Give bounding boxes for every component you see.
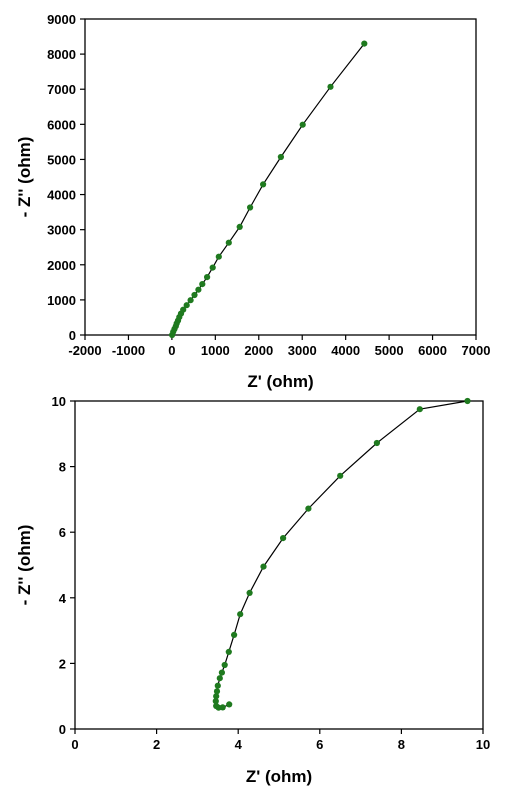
- data-point: [260, 563, 267, 570]
- data-point: [237, 611, 244, 618]
- y-tick-label: 8000: [47, 47, 76, 62]
- data-point: [305, 505, 312, 512]
- data-point: [195, 286, 202, 293]
- data-point: [361, 40, 368, 47]
- x-tick-label: 0: [71, 737, 78, 752]
- data-point: [327, 83, 334, 90]
- y-tick-label: 2: [59, 656, 66, 671]
- data-point: [216, 675, 223, 682]
- x-axis-label: Z' (ohm): [247, 372, 313, 391]
- y-tick-label: 0: [59, 722, 66, 737]
- y-tick-label: 4: [59, 591, 67, 606]
- x-tick-label: 3000: [288, 343, 317, 358]
- x-tick-label: 2000: [244, 343, 273, 358]
- x-tick-label: 8: [398, 737, 405, 752]
- x-axis-label: Z' (ohm): [246, 767, 312, 786]
- chart-1: -2000 -1000 0 1000 2000 3000 4000 5000 6000 7000 0…: [15, 12, 490, 391]
- y-tick-label: 3000: [47, 223, 76, 238]
- data-point: [260, 181, 267, 188]
- data-point: [209, 264, 216, 271]
- series-line: [215, 400, 468, 709]
- chart-2: 0 2 4 6 8 10 0 2 4 6 8 10 Z' (ohm) - Z'' (ohm): [15, 394, 490, 786]
- x-tick-label: 7000: [462, 343, 491, 358]
- y-axis-label: - Z'' (ohm): [15, 525, 34, 606]
- x-tick-label: 5000: [375, 343, 404, 358]
- y-tick-label: 6: [59, 525, 66, 540]
- y-tick-label: 9000: [47, 12, 76, 27]
- data-point: [191, 291, 198, 299]
- y-tick-label: 5000: [47, 152, 76, 167]
- data-point: [180, 306, 187, 313]
- x-tick-label: 4: [235, 737, 243, 752]
- data-point: [373, 439, 380, 447]
- x-tick-label: 6: [316, 737, 323, 752]
- y-tick-label: 10: [52, 394, 66, 409]
- data-point: [236, 223, 243, 230]
- y-tick-label: 1000: [47, 293, 76, 308]
- plot-frame: [84, 18, 477, 336]
- data-point: [213, 688, 221, 695]
- data-point: [231, 631, 238, 639]
- x-tick-label: 0: [168, 343, 175, 358]
- x-tick-label: 2: [153, 737, 160, 752]
- x-tick-label: 6000: [418, 343, 447, 358]
- data-point: [215, 253, 222, 260]
- y-tick-label: 8: [59, 460, 66, 475]
- data-point: [199, 281, 206, 288]
- y-axis-label: - Z'' (ohm): [15, 137, 34, 218]
- data-point: [277, 153, 284, 161]
- data-point: [213, 702, 220, 710]
- data-point: [280, 535, 287, 542]
- y-tick-label: 0: [69, 328, 76, 343]
- x-tick-label: -2000: [68, 343, 101, 358]
- y-tick-label: 7000: [47, 82, 76, 97]
- y-tick-label: 4000: [47, 188, 76, 203]
- x-tick-label: 1000: [201, 343, 230, 358]
- data-point: [299, 121, 306, 128]
- x-tick-label: 10: [476, 737, 490, 752]
- x-tick-label: -1000: [112, 343, 145, 358]
- data-point: [213, 693, 220, 700]
- data-point: [214, 682, 221, 689]
- data-point: [464, 397, 471, 405]
- data-point: [246, 589, 253, 597]
- data-point: [187, 297, 194, 304]
- data-point: [221, 661, 228, 669]
- y-tick-label: 6000: [47, 117, 76, 132]
- data-point: [225, 239, 232, 246]
- data-point: [247, 204, 254, 211]
- x-tick-label: 4000: [331, 343, 360, 358]
- data-point: [204, 274, 211, 281]
- data-point: [225, 648, 232, 656]
- data-point: [218, 669, 225, 676]
- data-point: [337, 472, 344, 479]
- data-point: [212, 698, 219, 705]
- y-tick-label: 2000: [47, 258, 76, 273]
- data-point: [416, 406, 423, 413]
- plot-frame: [74, 400, 484, 730]
- data-point: [183, 302, 190, 309]
- data-point: [226, 701, 233, 708]
